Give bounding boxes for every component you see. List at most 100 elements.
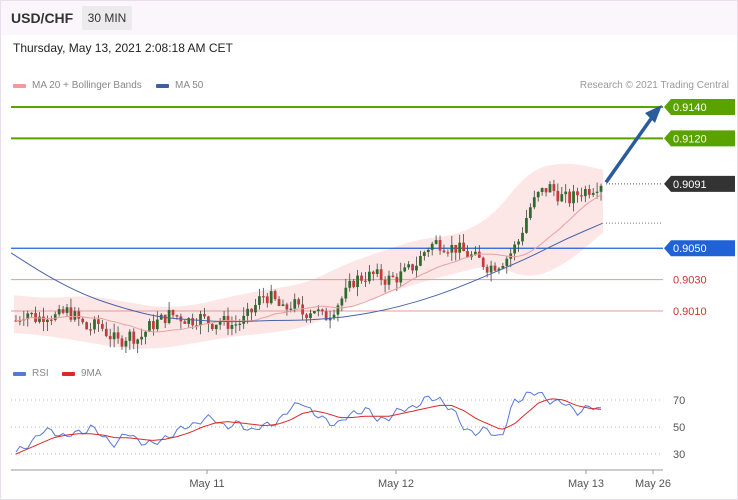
candle-body — [226, 315, 230, 329]
candle-body — [501, 265, 505, 269]
candle-body — [230, 325, 234, 329]
candle-body — [375, 269, 379, 274]
candle-body — [57, 309, 61, 315]
candle-body — [18, 320, 22, 322]
candle-body — [73, 311, 77, 320]
candle-body — [340, 298, 344, 306]
candle-body — [206, 316, 210, 324]
candle-body — [309, 313, 312, 319]
candle-body — [61, 309, 65, 313]
candle-body — [199, 313, 202, 326]
candle-body — [493, 265, 497, 271]
candle-body — [132, 331, 136, 344]
candle-body — [525, 217, 528, 233]
rsi-line — [15, 391, 602, 453]
rsi-swatch — [13, 371, 26, 376]
time-tick-label: May 13 — [568, 478, 604, 490]
candle-body — [320, 309, 324, 312]
candle-body — [513, 244, 517, 254]
candle-body — [238, 323, 242, 325]
candle-body — [46, 319, 49, 323]
bollinger-band — [14, 163, 603, 349]
candle-body — [34, 312, 37, 322]
rsi-tick-30: 30 — [673, 449, 685, 461]
candle-body — [485, 266, 489, 273]
candle-body — [324, 311, 328, 321]
candle-body — [144, 331, 147, 337]
candle-body — [281, 304, 285, 306]
candle-body — [576, 191, 579, 196]
candle-body — [481, 257, 485, 267]
candle-body — [595, 191, 599, 193]
candle-body — [277, 299, 281, 306]
candle-body — [265, 296, 269, 304]
candle-body — [30, 312, 34, 315]
rsi-tick-50: 50 — [673, 422, 685, 434]
candle-body — [163, 314, 167, 323]
price-level-label-0.9010: 0.9010 — [673, 306, 707, 318]
candle-body — [544, 188, 548, 193]
candle-body — [360, 275, 363, 281]
price-tag-0.9050: 0.9050 — [664, 240, 735, 257]
candle-body — [583, 188, 587, 197]
legend-rsi-label: RSI — [32, 368, 49, 379]
candle-body — [89, 329, 92, 331]
candle-body — [100, 323, 104, 329]
source-credit: Research © 2021 Trading Central — [579, 80, 729, 91]
candle-body — [403, 267, 407, 272]
candle-body — [120, 338, 124, 347]
candle-body — [112, 332, 116, 340]
candle-body — [140, 336, 143, 340]
candle-body — [332, 314, 336, 318]
candle-body — [352, 280, 356, 288]
candle-body — [399, 271, 403, 283]
candle-body — [269, 291, 273, 304]
candle-body — [450, 244, 454, 253]
candle-body — [273, 291, 277, 300]
candle-body — [497, 268, 501, 271]
candle-body — [407, 264, 411, 268]
candle-body — [371, 271, 375, 274]
candle-body — [191, 318, 195, 326]
candle-body — [301, 304, 304, 315]
candle-body — [466, 251, 469, 258]
timeframe-badge[interactable]: 30 MIN — [82, 6, 132, 30]
candle-body — [65, 307, 69, 313]
candle-body — [521, 232, 524, 242]
candle-body — [591, 192, 595, 195]
price-tag-shape — [664, 240, 735, 257]
candle-body — [152, 321, 155, 330]
candle-body — [587, 188, 591, 195]
candle-body — [77, 311, 81, 319]
candle-body — [489, 265, 493, 273]
candle-body — [203, 313, 206, 317]
timestamp: Thursday, May 13, 2021 2:08:18 AM CET — [13, 41, 233, 55]
candle-body — [419, 255, 422, 266]
candle-body — [415, 265, 418, 271]
candle-body — [222, 315, 226, 322]
candle-body — [116, 332, 120, 339]
legend-ma20: MA 20 + Bollinger Bands — [13, 80, 142, 91]
projection-arrowhead — [645, 105, 662, 123]
candle-body — [49, 319, 53, 321]
candle-body — [104, 328, 108, 337]
candle-body — [316, 309, 320, 312]
candle-body — [210, 323, 214, 330]
candle-body — [536, 191, 540, 198]
legend-ma50-label: MA 50 — [175, 80, 204, 91]
candle-body — [81, 318, 85, 323]
candle-body — [187, 318, 191, 324]
price-tag-0.9120: 0.9120 — [664, 130, 735, 147]
candle-body — [250, 308, 253, 313]
candle-body — [14, 320, 18, 322]
candle-body — [560, 194, 564, 202]
candle-body — [580, 195, 583, 197]
candle-body — [85, 322, 89, 330]
price-tag-shape — [664, 175, 735, 192]
time-tick-label: May 12 — [378, 478, 414, 490]
candle-body — [136, 339, 140, 344]
candle-body — [246, 308, 250, 316]
legend-ma50: MA 50 — [156, 80, 203, 91]
candle-body — [258, 296, 261, 305]
